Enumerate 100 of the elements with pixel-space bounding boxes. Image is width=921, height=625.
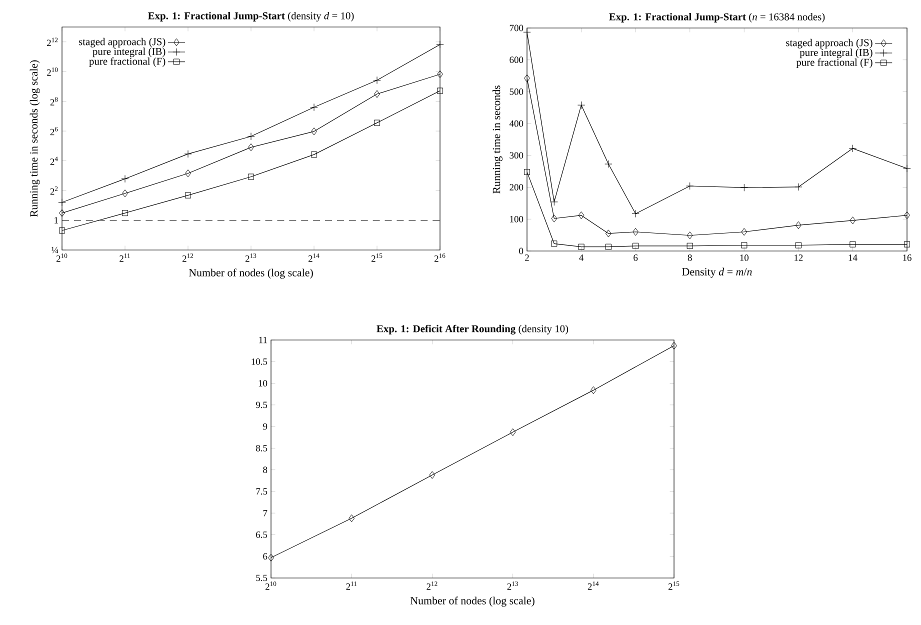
point: [686, 182, 694, 190]
point: [184, 192, 192, 198]
y-tick-label: 400: [509, 120, 524, 127]
x-tick-label: 2$^{15}$: [668, 582, 680, 590]
x-tick-label: 2$^{13}$: [246, 254, 256, 262]
point: [429, 471, 436, 479]
y-tick-label: 9: [263, 423, 268, 430]
point: [632, 242, 639, 249]
y-tick-label: 2$^{12}$: [47, 38, 58, 46]
x-tick-label: 2$^{14}$: [588, 582, 599, 590]
point: [577, 101, 586, 109]
point: [590, 386, 596, 394]
point: [686, 242, 693, 249]
y-tick-label: 8: [263, 466, 268, 474]
point: [741, 242, 748, 248]
chart-title: Exp. 1: Fractional Jump-Start (n = 16384 nodes): [609, 13, 825, 22]
point: [632, 228, 639, 236]
x-tick-label: 2$^{16}$: [434, 254, 446, 262]
y-tick-label: 2$^{4}$: [50, 156, 58, 165]
point: [848, 144, 857, 152]
point: [121, 175, 129, 183]
x-tick-label: 16: [903, 254, 912, 261]
x-tick-label: 6: [634, 254, 638, 261]
point: [578, 244, 584, 250]
y-tick-label: 7: [263, 510, 268, 516]
y-tick-label: 2$^{2}$: [50, 186, 58, 195]
y-tick-label: 10: [258, 380, 268, 386]
y-tick-label: 2$^{6}$: [50, 126, 58, 136]
point: [632, 210, 640, 218]
point: [904, 241, 910, 248]
x-axis-title: Number of nodes (log scale): [410, 596, 534, 607]
point: [524, 168, 530, 176]
x-tick-label: 2$^{15}$: [372, 254, 382, 262]
point: [686, 232, 693, 240]
point: [436, 40, 444, 48]
y-axis-title: Running time in seconds (log scale): [30, 60, 40, 217]
x-tick-label: 2$^{11}$: [120, 254, 130, 262]
y-tick-label: ¼: [52, 246, 58, 254]
point: [310, 103, 318, 112]
point: [122, 210, 128, 216]
point: [550, 198, 558, 206]
point: [184, 150, 192, 158]
legend-label: pure integral (IB): [92, 48, 166, 58]
point: [524, 74, 530, 82]
point: [795, 242, 802, 248]
y-tick-label: 8.5: [256, 444, 268, 452]
legend-label: pure fractional (F): [89, 57, 166, 67]
point: [605, 244, 612, 250]
point: [671, 342, 677, 350]
point: [185, 170, 191, 178]
y-tick-label: 500: [510, 88, 524, 95]
legend-label: staged approach (JS): [786, 38, 872, 48]
point: [268, 554, 274, 562]
point: [248, 174, 254, 180]
chart-title: Exp. 1: Fractional Jump-Start (density d = 10): [148, 12, 354, 22]
y-tick-label: 700: [510, 24, 524, 32]
point: [247, 132, 255, 140]
point: [604, 160, 612, 168]
y-tick-label: 5.5: [256, 574, 268, 582]
point: [348, 514, 355, 522]
y-tick-label: 9.5: [256, 402, 268, 408]
y-tick-label: 0: [519, 248, 524, 254]
legend-label: staged approach (JS): [78, 38, 166, 48]
point: [436, 88, 444, 94]
x-tick-label: 2$^{14}$: [308, 254, 320, 262]
chart-title: Exp. 1: Deficit After Rounding (density 10): [376, 324, 568, 334]
y-tick-label: 300: [510, 152, 524, 159]
point: [510, 428, 516, 436]
point: [122, 190, 128, 198]
legend-label: pure fractional (F): [796, 58, 872, 68]
y-tick-label: 1: [54, 217, 58, 224]
x-axis-title: Number of nodes (log scale): [188, 268, 313, 279]
x-tick-label: 14: [848, 254, 858, 261]
x-tick-label: 10: [740, 254, 749, 261]
y-tick-label: 10.5: [252, 358, 268, 365]
point: [437, 70, 443, 78]
x-tick-label: 2$^{12}$: [426, 582, 438, 590]
point: [551, 214, 558, 222]
point: [850, 241, 856, 248]
legend-label: pure integral (IB): [800, 48, 872, 58]
point: [373, 76, 381, 84]
point: [59, 209, 65, 217]
point: [58, 227, 66, 234]
x-tick-label: 2: [525, 254, 529, 261]
y-tick-label: 100: [510, 216, 524, 222]
y-tick-label: 2$^{10}$: [47, 67, 58, 76]
y-tick-label: 200: [510, 184, 524, 190]
point: [374, 90, 380, 98]
x-tick-label: 2$^{12}$: [182, 254, 194, 262]
point: [311, 128, 317, 136]
point: [850, 216, 856, 224]
x-tick-label: 12: [794, 254, 803, 261]
point: [578, 211, 584, 220]
point: [58, 198, 66, 206]
point: [904, 211, 910, 220]
point: [605, 230, 612, 238]
y-tick-label: 11: [259, 336, 267, 344]
y-tick-label: 6.5: [256, 532, 268, 538]
point: [248, 143, 254, 152]
point: [523, 28, 531, 36]
